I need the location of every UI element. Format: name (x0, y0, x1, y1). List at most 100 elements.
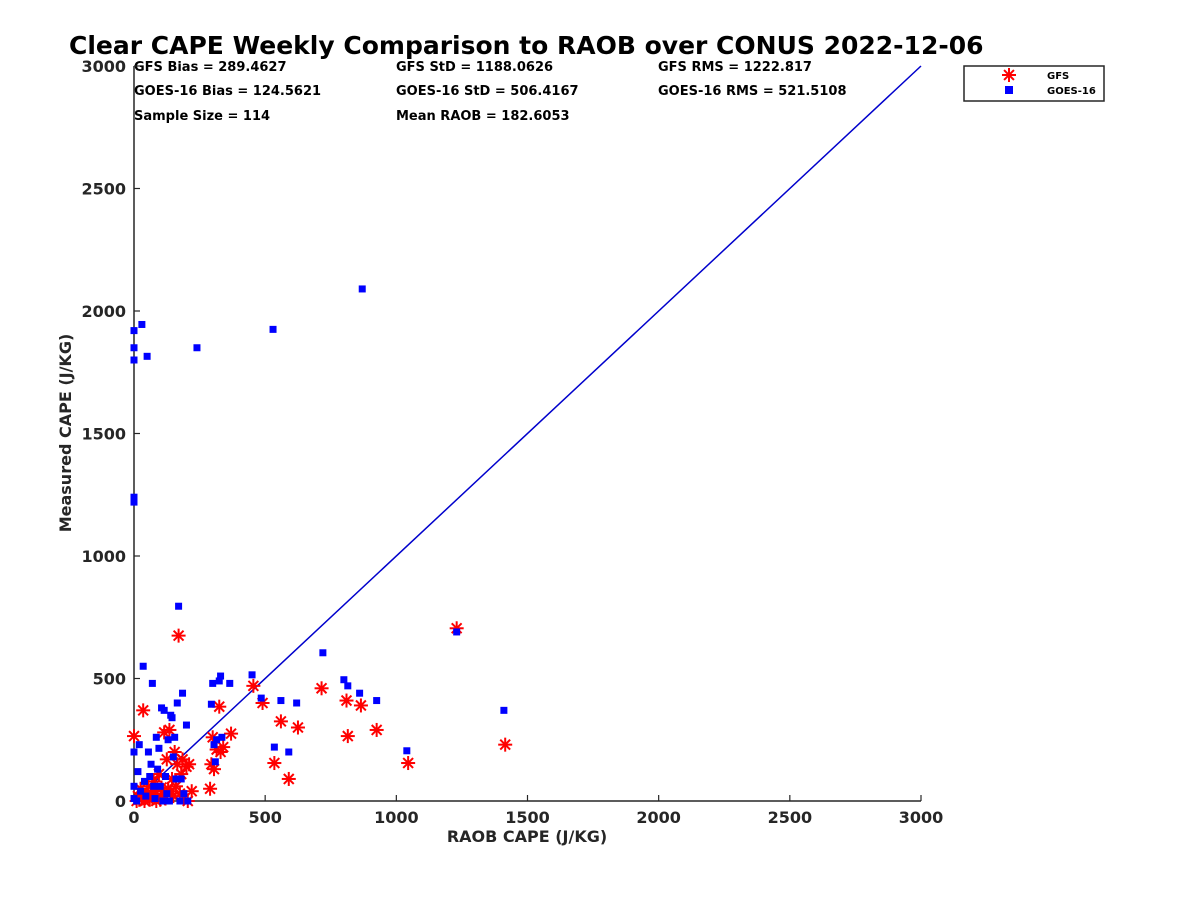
goes16-point (142, 792, 150, 800)
goes16-point (143, 352, 151, 360)
gfs-point (340, 729, 355, 744)
y-tick-label: 3000 (81, 57, 126, 76)
goes16-point (135, 741, 143, 749)
statistics-block: GFS Bias = 289.4627 GFS StD = 1188.0626 … (134, 60, 847, 124)
stat-sample-size: Sample Size = 114 (134, 109, 270, 124)
goes16-point (373, 697, 381, 705)
stat-goes16-rms: GOES-16 RMS = 521.5108 (658, 84, 847, 99)
goes16-point (344, 682, 352, 690)
goes16-point (134, 768, 142, 776)
goes16-point (151, 795, 159, 803)
goes16-point (160, 706, 168, 714)
goes16-point (277, 697, 285, 705)
gfs-point (203, 781, 218, 796)
gfs-point (353, 698, 368, 713)
x-tick-label: 1000 (374, 808, 419, 827)
gfs-point (127, 729, 141, 744)
goes16-point (130, 498, 138, 506)
y-tick-label: 1500 (81, 425, 126, 444)
gfs-point (246, 678, 261, 693)
goes16-point (500, 706, 508, 714)
gfs-point (171, 628, 186, 643)
goes16-point (218, 733, 226, 741)
goes16-point (144, 748, 152, 756)
goes16-point (130, 782, 138, 790)
gfs-point (207, 762, 222, 777)
gfs-point (273, 714, 288, 729)
legend: GFS GOES-16 (963, 65, 1105, 102)
goes16-point (217, 672, 225, 680)
goes16-point (213, 736, 221, 744)
goes16-point (133, 797, 141, 805)
legend-gfs-asterisk (1002, 68, 1016, 82)
goes16-point (257, 694, 265, 702)
gfs-point (224, 726, 239, 741)
gfs-point (498, 737, 513, 752)
goes16-point (403, 747, 411, 755)
legend-gfs-marker (1002, 68, 1016, 82)
goes16-point (171, 733, 179, 741)
goes16-point (319, 649, 327, 657)
goes16-point (293, 699, 301, 707)
goes16-point (165, 797, 173, 805)
gfs-point (290, 720, 305, 735)
y-tick-label: 1000 (81, 547, 126, 566)
goes16-point (176, 797, 184, 805)
gfs-point (184, 784, 199, 799)
goes16-point (146, 773, 154, 780)
goes16-point (358, 285, 366, 293)
goes16-point (340, 676, 348, 684)
goes16-point (164, 736, 172, 744)
goes16-point (148, 679, 156, 687)
chart-title: Clear CAPE Weekly Comparison to RAOB ove… (69, 31, 984, 60)
gfs-point (162, 722, 177, 737)
gfs-point (339, 693, 354, 708)
y-tick-label: 500 (93, 670, 126, 689)
goes16-point (175, 602, 183, 610)
y-axis-label: Measured CAPE (J/KG) (56, 334, 75, 533)
gfs-point (401, 756, 416, 771)
goes16-point (159, 797, 167, 805)
goes16-point (130, 748, 138, 756)
goes16-point (356, 689, 364, 697)
goes16-point (169, 753, 177, 761)
goes16-point (211, 758, 219, 766)
goes16-point (226, 679, 234, 687)
stat-mean-raob: Mean RAOB = 182.6053 (396, 109, 570, 124)
gfs-point (216, 740, 231, 755)
axis-ticks: 0 500 1000 1500 2000 2500 3000 0 500 1000 1500 2000… (81, 57, 943, 827)
x-tick-label: 2000 (636, 808, 681, 827)
goes16-point (270, 743, 278, 751)
goes16-point (130, 356, 138, 364)
goes16-point (154, 765, 162, 773)
x-tick-label: 2500 (768, 808, 813, 827)
stat-goes16-bias: GOES-16 Bias = 124.5621 (134, 84, 321, 99)
stat-gfs-std: GFS StD = 1188.0626 (396, 60, 553, 75)
goes16-point (130, 327, 138, 335)
goes16-point (207, 700, 215, 708)
goes16-point (248, 671, 256, 679)
y-tick-label: 2000 (81, 302, 126, 321)
x-tick-label: 1500 (505, 808, 550, 827)
goes16-point (172, 775, 180, 783)
goes16-point (193, 344, 201, 352)
goes16-point (147, 760, 155, 768)
y-tick-label: 0 (115, 792, 126, 811)
goes16-point (209, 679, 217, 687)
goes16-point (285, 748, 293, 756)
gfs-point (369, 722, 384, 737)
goes16-point (182, 721, 190, 729)
goes16-point (215, 677, 223, 685)
y-tick-label: 2500 (81, 180, 126, 199)
x-tick-label: 0 (128, 808, 139, 827)
goes16-point (269, 325, 277, 333)
legend-goes16-label: GOES-16 (1047, 86, 1096, 97)
goes16-point (152, 733, 160, 741)
goes16-point (173, 699, 181, 707)
goes16-point (137, 787, 145, 795)
gfs-point (136, 703, 151, 718)
series-goes16-points (130, 285, 508, 805)
goes16-point (184, 797, 192, 805)
x-tick-label: 3000 (899, 808, 944, 827)
goes16-point (130, 493, 138, 501)
